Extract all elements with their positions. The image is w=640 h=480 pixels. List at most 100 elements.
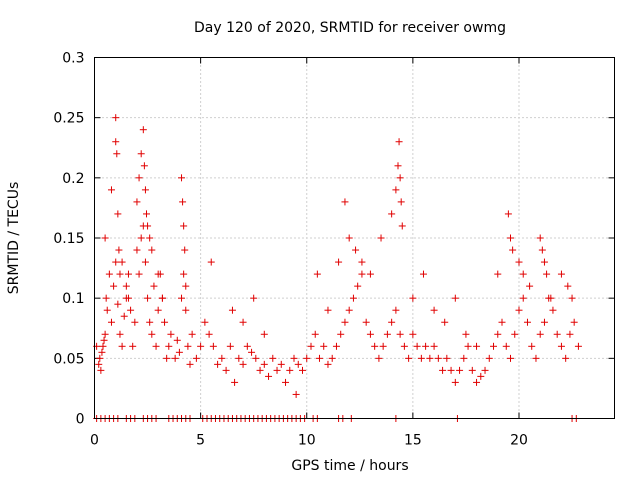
data-point xyxy=(547,294,555,302)
data-point xyxy=(540,258,548,266)
data-point xyxy=(337,330,345,338)
data-point xyxy=(345,234,353,242)
data-point xyxy=(388,318,396,326)
data-point xyxy=(214,360,222,368)
data-point xyxy=(409,330,417,338)
data-point xyxy=(574,342,582,350)
data-point xyxy=(135,270,143,278)
data-point xyxy=(282,378,290,386)
data-point xyxy=(207,258,215,266)
data-point xyxy=(358,258,366,266)
data-point xyxy=(375,354,383,362)
x-tick-label: 20 xyxy=(510,433,528,449)
data-point xyxy=(150,282,158,290)
data-point xyxy=(341,198,349,206)
data-point xyxy=(536,234,544,242)
data-point xyxy=(349,294,357,302)
data-point xyxy=(102,294,110,302)
data-point xyxy=(129,342,137,350)
data-point xyxy=(133,246,141,254)
data-point xyxy=(260,360,268,368)
data-point xyxy=(405,354,413,362)
data-point xyxy=(354,282,362,290)
data-point xyxy=(163,354,171,362)
data-point xyxy=(116,330,124,338)
grid xyxy=(94,57,615,419)
data-point xyxy=(292,390,300,398)
data-point xyxy=(120,312,128,320)
data-point xyxy=(481,366,489,374)
data-point xyxy=(394,162,402,170)
data-point xyxy=(100,336,108,344)
chart-title: Day 120 of 2020, SRMTID for receiver owm… xyxy=(194,20,506,36)
data-point xyxy=(464,342,472,350)
data-point xyxy=(395,138,403,146)
data-point xyxy=(564,282,572,290)
data-point xyxy=(192,354,200,362)
x-tick-label: 15 xyxy=(404,433,422,449)
data-point xyxy=(277,360,285,368)
data-point xyxy=(95,360,103,368)
data-point xyxy=(181,246,189,254)
x-tick-label: 5 xyxy=(196,433,205,449)
data-point xyxy=(148,330,156,338)
data-point xyxy=(366,330,374,338)
data-point xyxy=(113,150,121,158)
data-point xyxy=(536,330,544,338)
data-point xyxy=(290,354,298,362)
data-point xyxy=(523,318,531,326)
data-point xyxy=(473,342,481,350)
data-point xyxy=(494,330,502,338)
data-point xyxy=(392,186,400,194)
data-point xyxy=(182,282,190,290)
data-point xyxy=(133,198,141,206)
data-point xyxy=(144,294,152,302)
data-point xyxy=(509,246,517,254)
data-point xyxy=(526,282,534,290)
data-point xyxy=(519,294,527,302)
data-point xyxy=(146,234,154,242)
data-point xyxy=(110,282,118,290)
data-point xyxy=(167,330,175,338)
y-tick-label: 0.3 xyxy=(62,51,84,67)
data-point xyxy=(468,366,476,374)
data-point xyxy=(519,270,527,278)
data-point xyxy=(179,198,187,206)
data-point xyxy=(320,342,328,350)
data-point xyxy=(315,354,323,362)
data-point xyxy=(178,294,186,302)
data-point xyxy=(101,234,109,242)
data-point xyxy=(158,294,166,302)
y-tick-label: 0.15 xyxy=(53,231,84,247)
data-point xyxy=(165,342,173,350)
data-point xyxy=(116,270,124,278)
data-point xyxy=(99,342,107,350)
data-point xyxy=(430,306,438,314)
y-tick-labels: 0 0.05 0.1 0.15 0.2 0.25 0.3 xyxy=(53,51,84,428)
data-point xyxy=(447,366,455,374)
data-point xyxy=(371,342,379,350)
data-point xyxy=(248,348,256,356)
data-point xyxy=(456,366,464,374)
data-point xyxy=(171,354,179,362)
data-point xyxy=(396,174,404,182)
data-point xyxy=(118,258,126,266)
data-point xyxy=(154,270,162,278)
data-point xyxy=(180,222,188,230)
data-point xyxy=(504,210,512,218)
data-point xyxy=(124,294,132,302)
data-point xyxy=(430,342,438,350)
data-point xyxy=(231,378,239,386)
data-points xyxy=(93,114,582,422)
data-point xyxy=(124,270,132,278)
data-point xyxy=(182,306,190,314)
data-point xyxy=(96,354,104,362)
data-point xyxy=(218,354,226,362)
data-point xyxy=(154,306,162,314)
data-point xyxy=(137,234,145,242)
data-point xyxy=(161,318,169,326)
data-point xyxy=(178,174,186,182)
data-point xyxy=(146,318,154,326)
data-point xyxy=(122,282,130,290)
data-point xyxy=(115,246,123,254)
